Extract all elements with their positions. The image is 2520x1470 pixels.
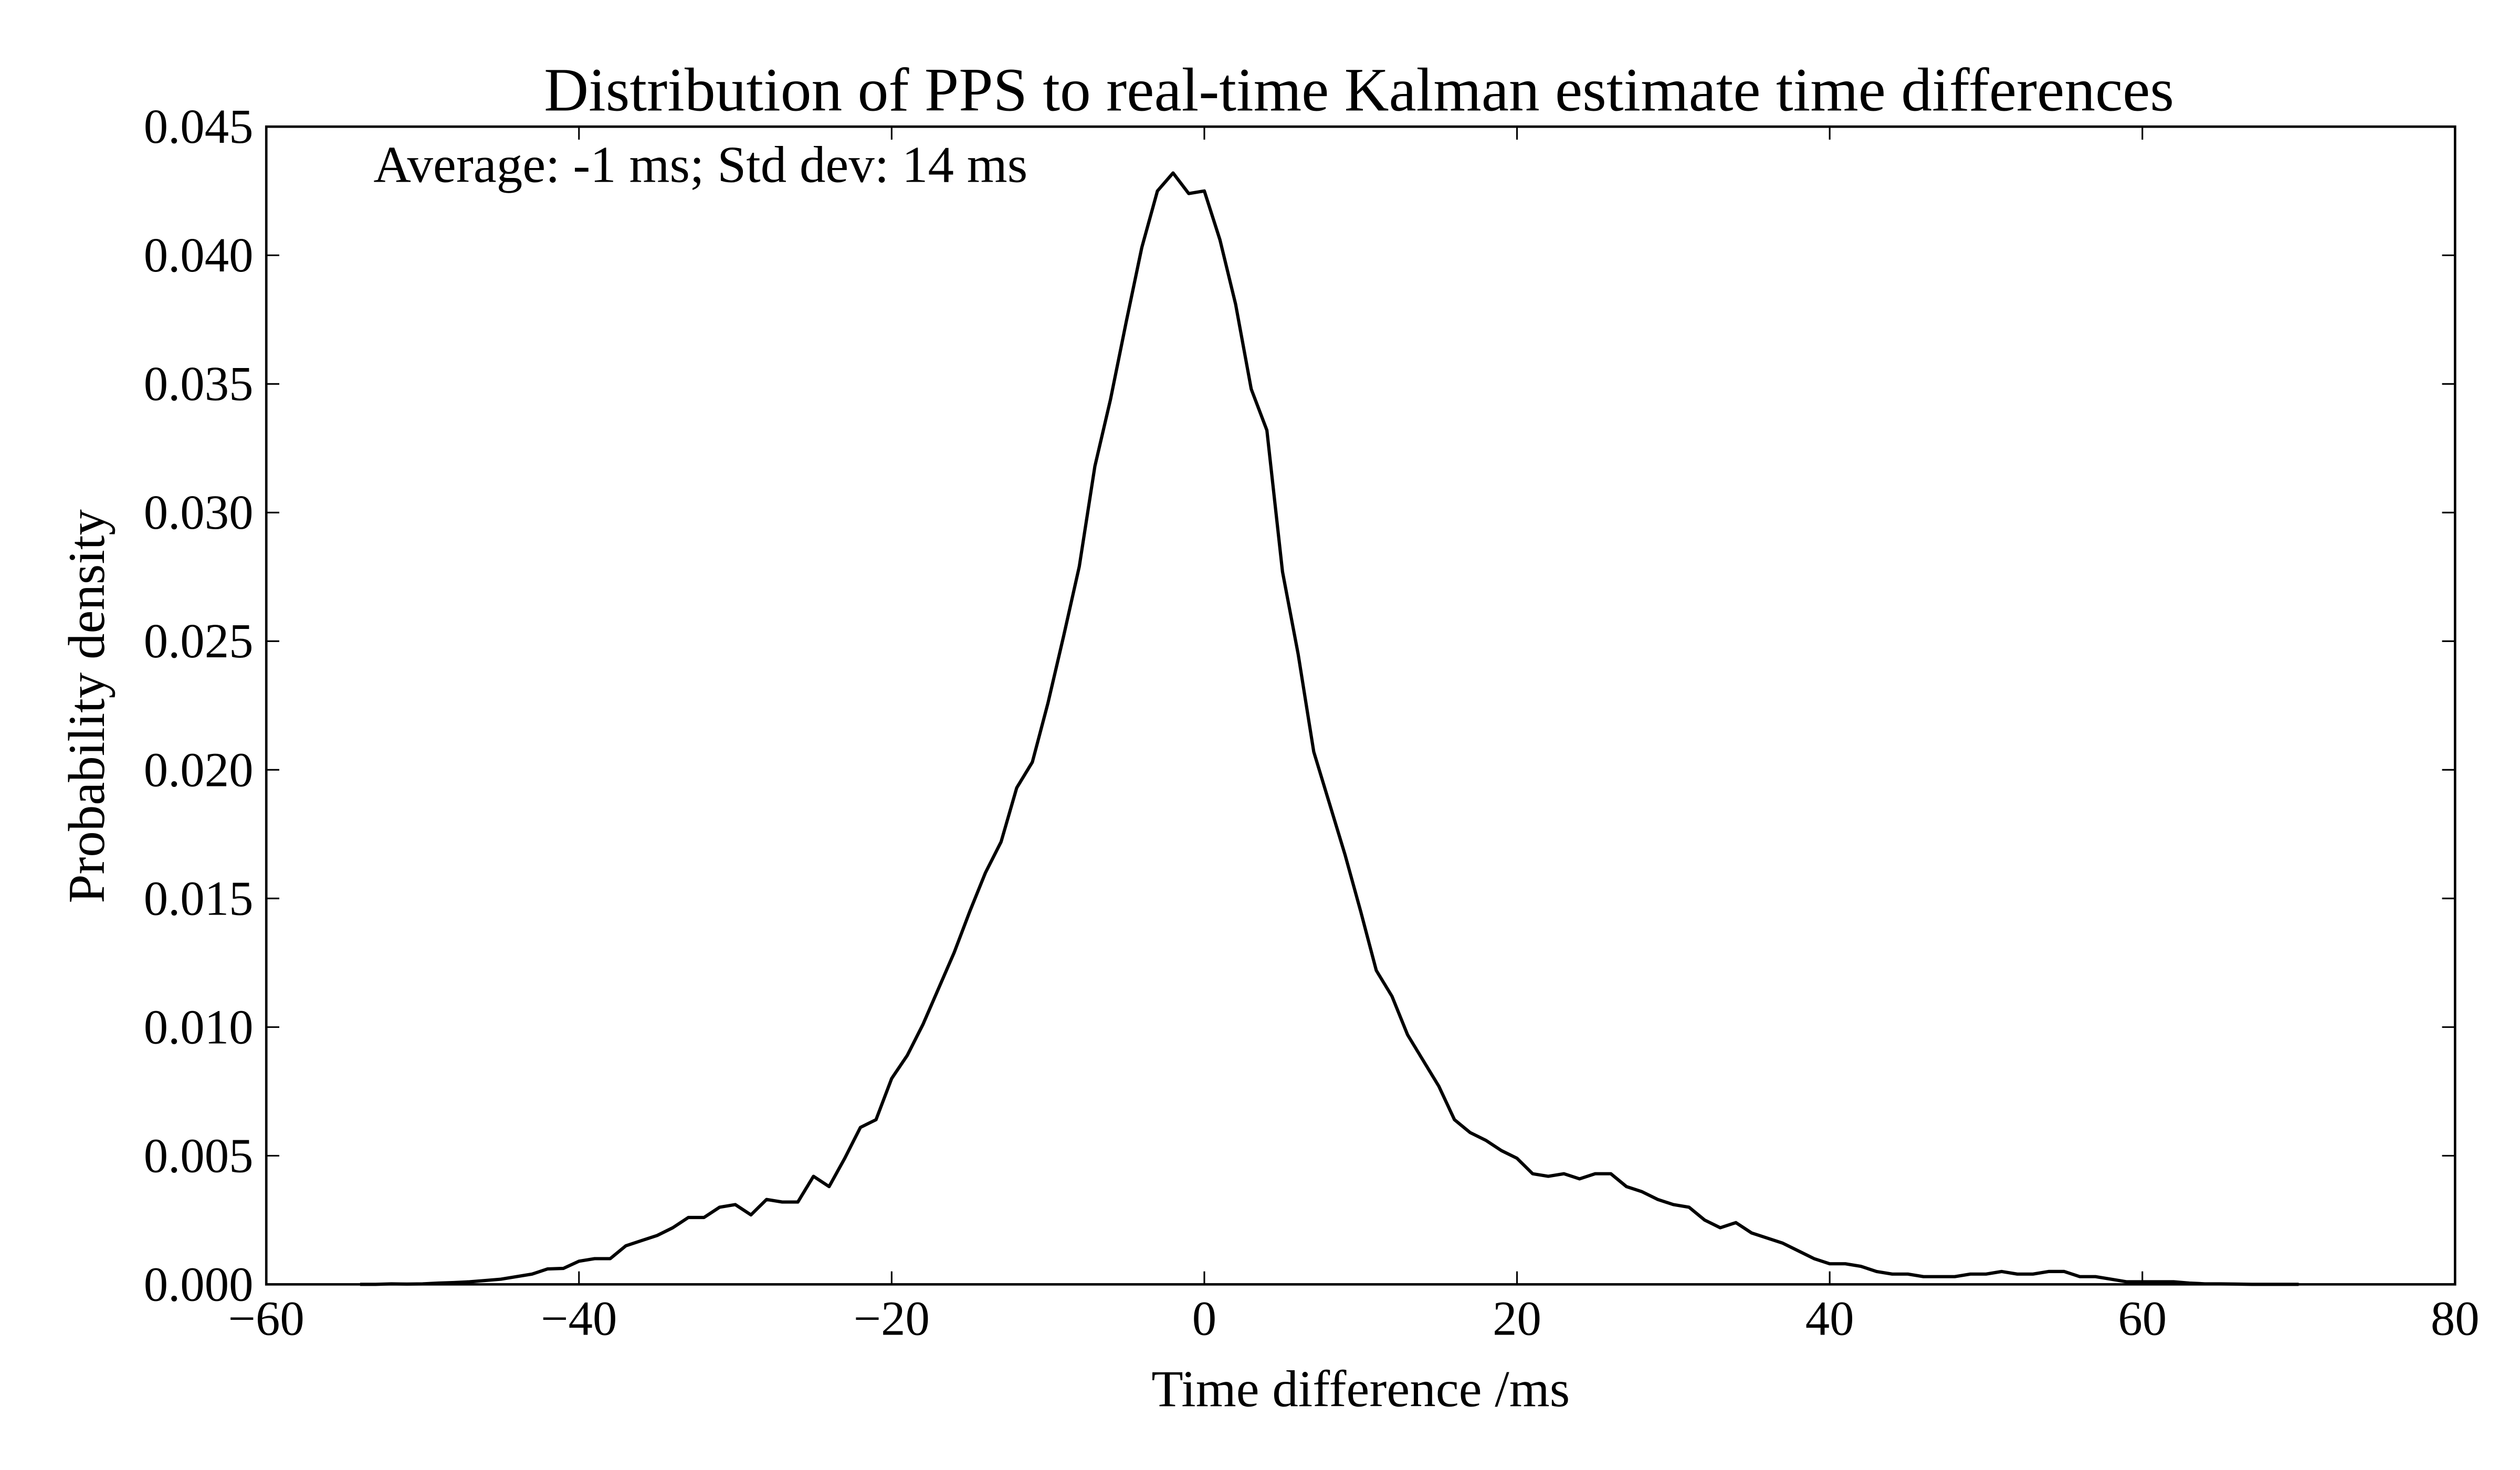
chart-title: Distribution of PPS to real-time Kalman … (544, 56, 2174, 124)
y-axis-label: Probability density (58, 509, 116, 904)
y-tick-label: 0.010 (144, 1000, 254, 1054)
y-tick-label: 0.000 (144, 1257, 254, 1311)
y-tick-label: 0.015 (144, 872, 254, 926)
y-tick-label: 0.035 (144, 357, 254, 411)
x-tick-label: 20 (1493, 1292, 1541, 1346)
y-tick-label: 0.030 (144, 486, 254, 540)
y-tick-label: 0.040 (144, 228, 254, 282)
x-tick-label: −40 (541, 1292, 617, 1346)
x-tick-label: −20 (854, 1292, 930, 1346)
plot-frame (265, 125, 2456, 1286)
x-tick-label: 60 (2118, 1292, 2167, 1346)
x-axis-label: Time difference /ms (1151, 1360, 1570, 1418)
y-tick-label: 0.020 (144, 743, 254, 797)
annotation: Average: -1 ms; Std dev: 14 ms (373, 136, 1027, 193)
y-tick-label: 0.005 (144, 1129, 254, 1183)
x-tick-label: 40 (1805, 1292, 1854, 1346)
y-tick-label: 0.025 (144, 614, 254, 668)
x-tick-label: 0 (1192, 1292, 1216, 1346)
y-tick-label: 0.045 (144, 100, 254, 154)
x-tick-label: 80 (2431, 1292, 2480, 1346)
x-tick-label: −60 (228, 1292, 304, 1346)
data-line (360, 171, 2299, 1286)
